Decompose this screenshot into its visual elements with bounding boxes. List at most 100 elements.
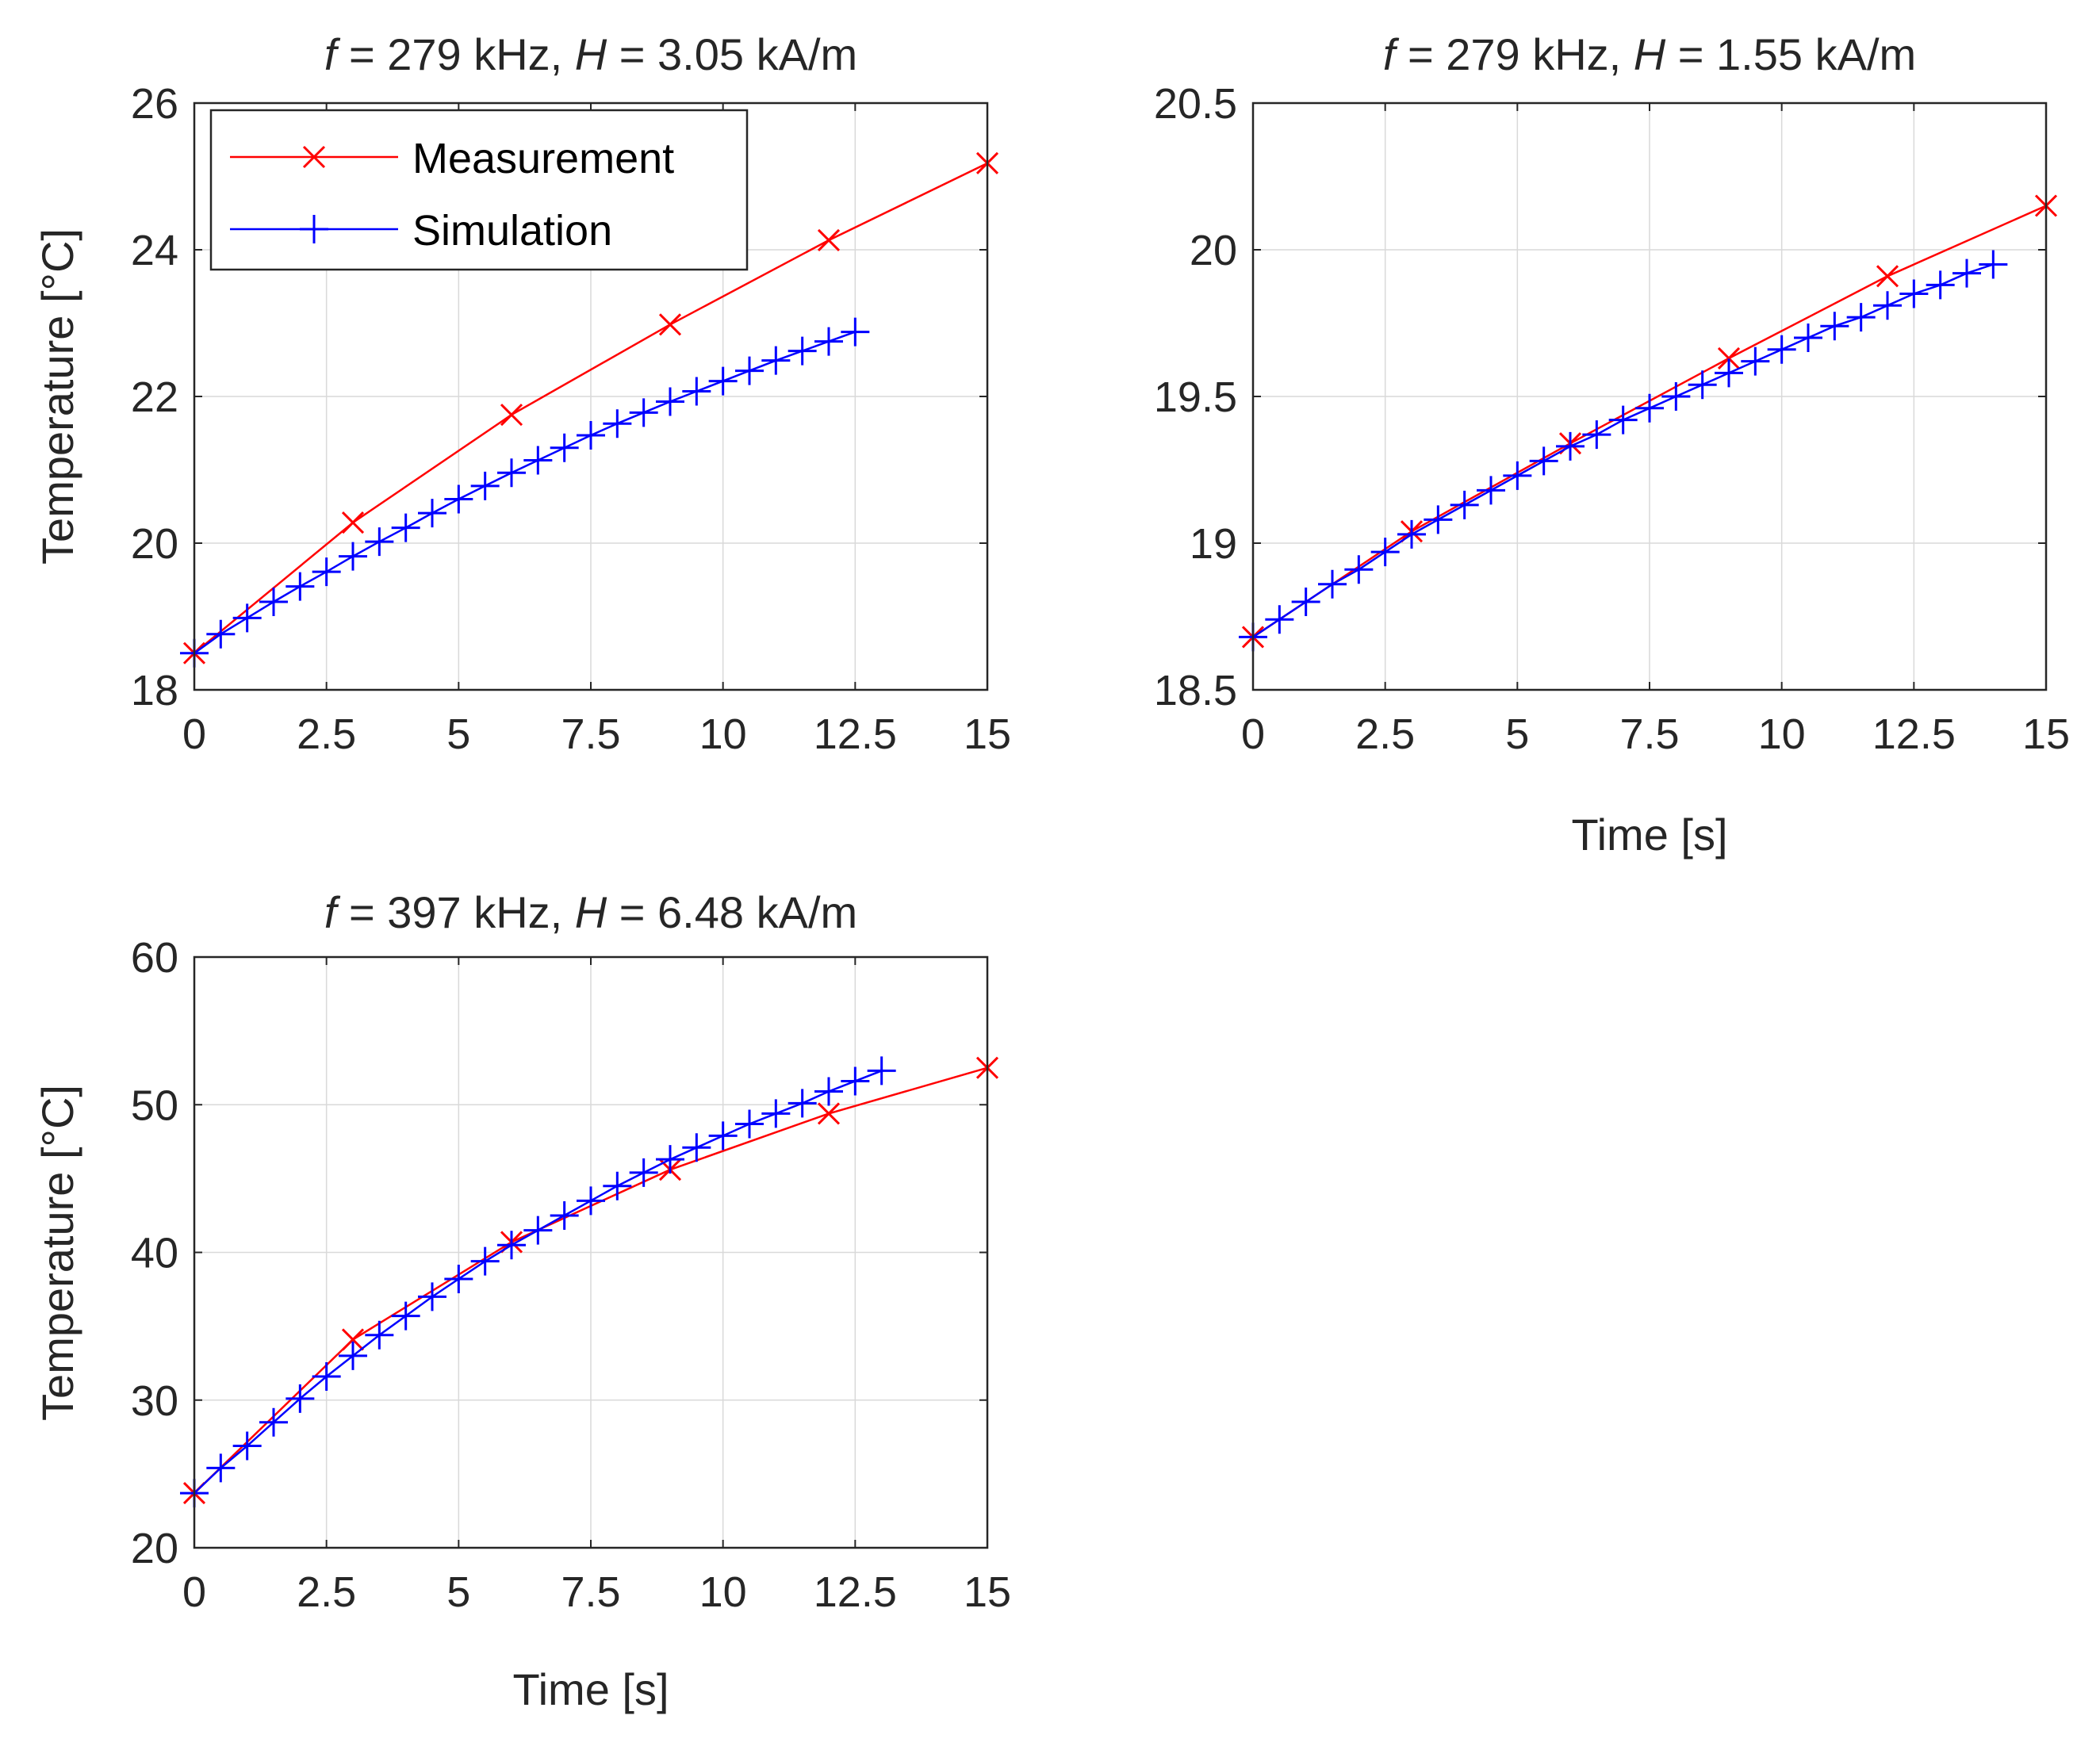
x-tick-label: 0 [1241, 710, 1265, 758]
data-point [1820, 312, 1849, 341]
data-point [444, 1265, 473, 1294]
data-point [341, 511, 365, 534]
x-tick-label: 5 [1505, 710, 1529, 758]
axes-box [1251, 101, 2048, 691]
chart-bottom-left: f = 397 kHz, H = 6.48 kA/m Time [s] Temp… [33, 887, 1011, 1714]
data-point [708, 366, 738, 396]
data-point [1926, 270, 1955, 300]
data-point [1529, 446, 1558, 476]
x-tick-label: 2.5 [297, 710, 356, 758]
x-tick-label: 0 [182, 1568, 206, 1616]
y-tick-label: 40 [131, 1230, 178, 1277]
y-tick-label: 60 [131, 934, 178, 982]
data-point [1265, 605, 1294, 634]
data-point [1318, 569, 1347, 599]
y-tick-label: 19 [1190, 520, 1237, 568]
y-tick-label: 18 [131, 667, 178, 714]
legend-measurement-marker [302, 145, 326, 169]
x-tick-label: 5 [446, 710, 470, 758]
data-point [1477, 476, 1505, 505]
data-point [341, 1328, 365, 1351]
data-point [285, 1384, 315, 1413]
data-point [259, 1407, 288, 1437]
data-point [814, 327, 843, 356]
grid [194, 957, 987, 1548]
x-tick-label: 7.5 [561, 710, 620, 758]
data-point [629, 1158, 658, 1187]
data-point [550, 433, 579, 462]
x-tick-label: 7.5 [1619, 710, 1679, 758]
y-axis-label: Temperature [°C] [33, 228, 82, 565]
data-point [1397, 519, 1426, 549]
data-point [470, 471, 500, 500]
data-point [1450, 490, 1479, 519]
x-tick-label: 7.5 [561, 1568, 620, 1616]
data-point [682, 377, 711, 406]
x-tick-label: 5 [446, 1568, 470, 1616]
data-point [603, 409, 632, 438]
x-tick-label: 12.5 [814, 710, 897, 758]
data-point [259, 588, 288, 616]
legend: Measurement Simulation [209, 109, 749, 271]
data-point [391, 513, 420, 542]
data-point [312, 557, 341, 587]
data-point [814, 1077, 843, 1106]
data-point [1370, 538, 1400, 567]
data-point [1741, 347, 1770, 376]
legend-box [209, 109, 749, 271]
data-point [365, 527, 394, 557]
x-tick-label: 0 [182, 710, 206, 758]
data-point [1715, 358, 1743, 388]
data-point [1556, 431, 1585, 461]
y-tick-label: 20.5 [1154, 80, 1237, 128]
data-point [1608, 405, 1638, 435]
data-point [1582, 420, 1611, 450]
data-point [339, 542, 367, 571]
axes-box [193, 955, 989, 1549]
data-point [761, 1099, 791, 1128]
data-point [1979, 250, 2008, 279]
data-point [391, 1301, 420, 1331]
data-point [1688, 370, 1717, 400]
data-point [1503, 461, 1532, 490]
legend-measurement-label: Measurement [412, 135, 674, 182]
data-point [365, 1320, 394, 1350]
data-point [232, 603, 262, 633]
data-point [577, 421, 605, 450]
data-point [658, 313, 682, 336]
data-point [817, 228, 841, 252]
y-tick-label: 24 [131, 227, 178, 274]
data-point [206, 619, 236, 649]
series-simulation [1239, 250, 2008, 652]
data-point [1794, 324, 1822, 352]
data-point [1661, 382, 1691, 411]
data-point [550, 1200, 579, 1230]
data-point [788, 336, 817, 366]
series-simulation [180, 1056, 896, 1508]
data-point [682, 1133, 711, 1162]
legend-simulation-marker [300, 215, 328, 243]
data-point [577, 1186, 605, 1216]
data-point [470, 1246, 500, 1276]
data-point [232, 1431, 262, 1461]
data-point [418, 499, 446, 528]
series-line [194, 162, 988, 654]
ticks: 0 2.5 5 7.5 10 12.5 15 18 20 22 24 26 [131, 80, 1011, 758]
y-tick-label: 22 [131, 373, 178, 421]
data-point [1424, 505, 1453, 534]
ticks: 0 2.5 5 7.5 10 12.5 15 20 30 40 50 60 [131, 934, 1011, 1616]
x-tick-label: 2.5 [1355, 710, 1415, 758]
chart-top-right: f = 279 kHz, H = 1.55 kA/m Time [s] 0 2.5… [1154, 29, 2070, 860]
x-tick-label: 12.5 [814, 1568, 897, 1616]
series-line [194, 331, 856, 654]
data-point [1899, 279, 1929, 308]
data-point [629, 398, 658, 427]
data-point [1344, 555, 1374, 584]
data-point [1767, 335, 1796, 364]
data-point [1873, 291, 1902, 320]
data-point [867, 1056, 896, 1086]
chart-title: f = 279 kHz, H = 3.05 kA/m [324, 29, 857, 79]
data-point [312, 1361, 341, 1391]
chart-title: f = 397 kHz, H = 6.48 kA/m [324, 887, 857, 937]
